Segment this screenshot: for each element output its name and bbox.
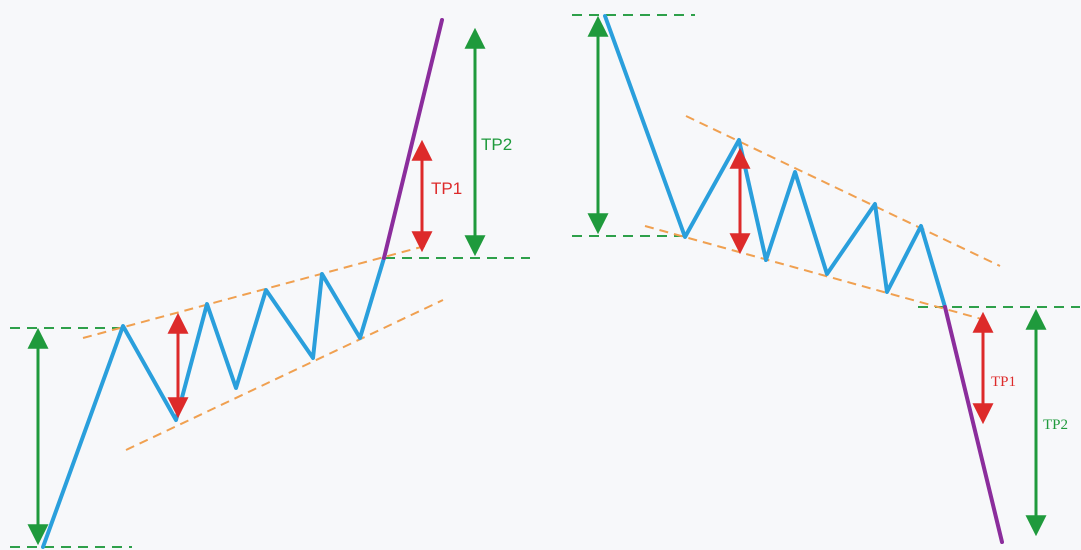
left-channel-lower-line: [125, 299, 444, 451]
right-channel-upper-line: [685, 115, 1001, 267]
right-price-path: [603, 14, 947, 309]
left-tp1-label: TP1: [431, 179, 462, 198]
right-pattern: TP1 TP2: [572, 14, 1080, 544]
left-price-path: [41, 256, 386, 549]
right-channel-lower-line: [644, 225, 986, 321]
left-tp2-label: TP2: [481, 135, 512, 154]
right-tp2-label: TP2: [1043, 417, 1068, 433]
left-pattern: TP1 TP2: [10, 18, 530, 549]
left-breakout-line: [382, 18, 444, 260]
right-breakout-line: [943, 305, 1004, 544]
right-tp1-label: TP1: [991, 374, 1016, 390]
